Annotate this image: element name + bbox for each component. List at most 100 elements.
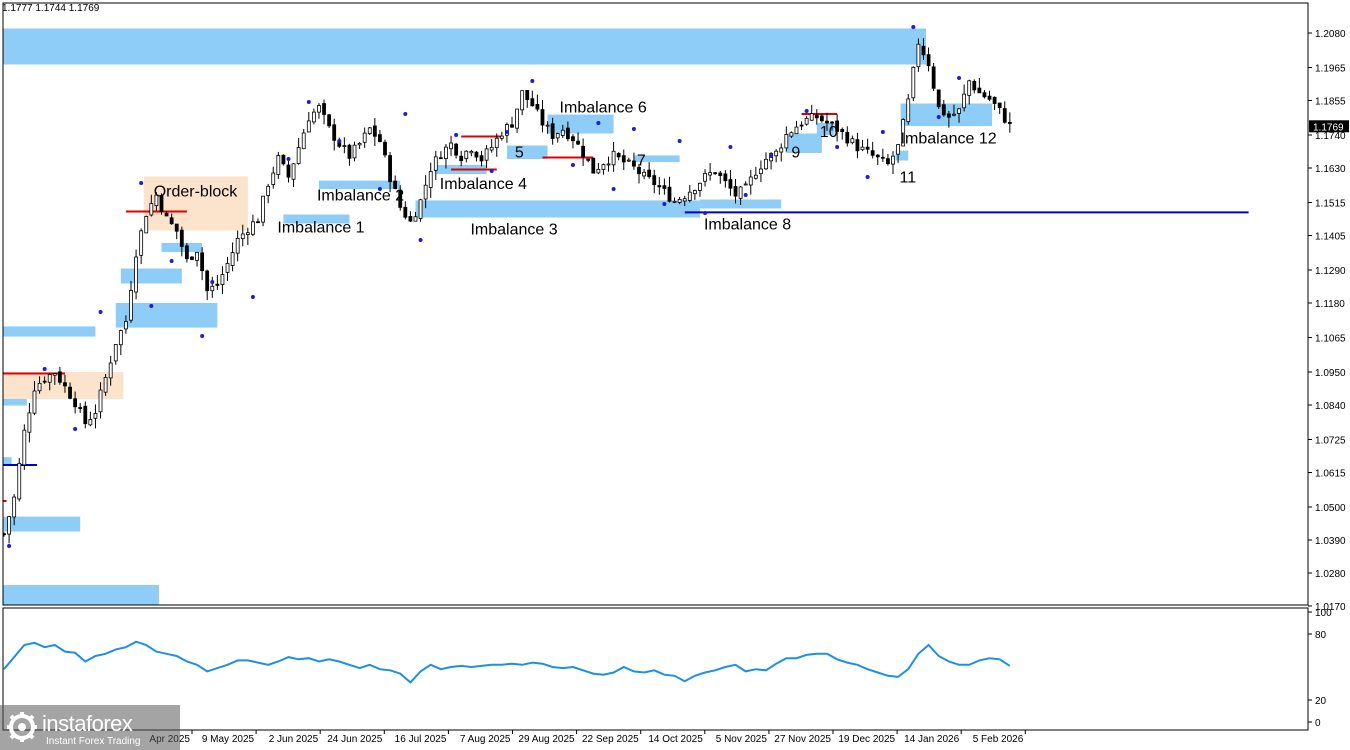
candle-body xyxy=(301,132,306,150)
candle-body xyxy=(195,251,199,261)
candle-body xyxy=(438,157,443,160)
candle-body xyxy=(941,104,946,116)
candle-body xyxy=(474,151,479,158)
candle-body xyxy=(626,159,631,162)
candle-body xyxy=(398,189,403,208)
imbalance-zone xyxy=(3,585,159,605)
candle-body xyxy=(555,133,560,139)
imbalance-zone xyxy=(900,103,993,126)
candle-body xyxy=(667,186,672,202)
oscillator-panel xyxy=(3,640,1011,684)
candle-body xyxy=(149,203,154,216)
candle-body xyxy=(388,155,392,183)
candle-body xyxy=(428,171,433,188)
candle-body xyxy=(520,90,525,111)
fractal-marker xyxy=(631,127,636,131)
candle-body xyxy=(713,172,718,175)
candle-body xyxy=(78,407,83,409)
candle-body xyxy=(118,330,123,346)
fractal-marker xyxy=(743,193,748,197)
oscillator-tick-label: 80 xyxy=(1315,630,1327,641)
fractal-marker xyxy=(911,25,916,29)
candle-body xyxy=(230,252,235,266)
zone-label-imbalance-12: Imbalance 12 xyxy=(901,131,997,148)
candle-body xyxy=(809,113,814,121)
price-tick-label: 1.0280 xyxy=(1315,569,1346,580)
candle-body xyxy=(677,199,682,203)
candle-body xyxy=(728,179,733,189)
candle-body xyxy=(977,87,982,94)
candle-body xyxy=(352,144,357,159)
candle-body xyxy=(794,126,799,135)
candle-body xyxy=(738,186,743,199)
candle-body xyxy=(190,256,194,260)
fractal-marker xyxy=(139,181,144,185)
candle-body xyxy=(972,81,977,91)
candle-body xyxy=(17,462,22,500)
candle-body xyxy=(144,216,149,234)
candle-body xyxy=(281,154,286,165)
candle-body xyxy=(444,146,448,160)
candle-body xyxy=(32,390,37,414)
candle-body xyxy=(901,119,906,147)
date-tick-label: 7 Aug 2025 xyxy=(460,734,511,745)
candle-body xyxy=(992,96,997,104)
candle-body xyxy=(952,113,956,116)
price-tick-label: 1.0950 xyxy=(1315,368,1346,379)
date-tick-label: 9 May 2025 xyxy=(202,734,255,745)
oscillator-tick-label: 100 xyxy=(1315,608,1332,619)
imbalance-zone xyxy=(633,155,680,162)
candle-body xyxy=(657,185,662,188)
candle-body xyxy=(271,172,276,185)
current-price-tag xyxy=(1309,120,1349,133)
candle-body xyxy=(931,66,936,89)
candle-body xyxy=(652,175,657,186)
candle-body xyxy=(774,150,779,157)
fractal-marker xyxy=(454,133,459,137)
price-tick-label: 1.0390 xyxy=(1315,536,1346,547)
candle-body xyxy=(896,144,900,155)
date-tick-label: 16 Jul 2025 xyxy=(395,734,447,745)
fractal-marker xyxy=(769,154,774,158)
candle-body xyxy=(174,223,179,232)
candle-body xyxy=(662,185,667,189)
candle-body xyxy=(37,382,42,392)
imbalance-zone xyxy=(3,457,12,465)
date-tick-label: 19 Dec 2025 xyxy=(838,734,895,745)
zone-label-9: 9 xyxy=(791,145,800,162)
fractal-marker xyxy=(403,112,408,116)
candle-body xyxy=(129,290,133,321)
candle-body xyxy=(113,344,118,362)
zone-label-imbalance-1: Imbalance 1 xyxy=(277,220,364,237)
candle-body xyxy=(642,171,646,177)
candle-body xyxy=(134,256,138,293)
candle-body xyxy=(499,135,504,139)
price-tick-label: 1.0170 xyxy=(1315,602,1346,613)
oscillator-panel-frame xyxy=(2,607,1309,731)
candle-body xyxy=(22,429,27,466)
candle-body xyxy=(489,146,494,151)
price-panel-frame xyxy=(2,2,1309,606)
fractal-marker xyxy=(98,310,103,314)
candle-body xyxy=(560,129,565,136)
zone-label-order-block: Order-block xyxy=(154,183,239,200)
candle-body xyxy=(997,102,1002,108)
candle-body xyxy=(505,124,509,136)
candle-body xyxy=(423,184,428,200)
imbalance-zone xyxy=(415,200,700,218)
fractal-marker xyxy=(530,79,535,83)
candle-body xyxy=(322,103,326,115)
price-tick-label: 1.1515 xyxy=(1315,199,1346,210)
fractal-marker xyxy=(286,157,291,161)
candle-body xyxy=(515,108,519,129)
candle-body xyxy=(845,131,850,144)
candle-body xyxy=(606,163,611,166)
zone-label-imbalance-3: Imbalance 3 xyxy=(470,221,557,238)
price-tick-label: 1.1405 xyxy=(1315,232,1346,243)
candle-body xyxy=(332,124,337,141)
candle-body xyxy=(530,98,535,107)
candle-body xyxy=(68,386,72,399)
candle-body xyxy=(342,145,347,147)
